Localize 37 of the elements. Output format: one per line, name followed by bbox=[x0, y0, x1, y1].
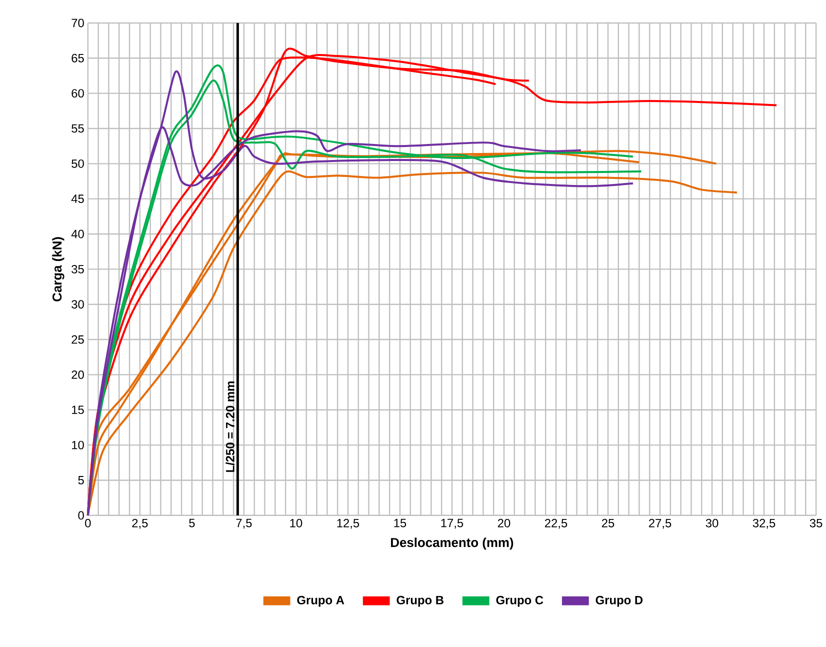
x-tick-label: 30 bbox=[706, 518, 718, 528]
x-tick-label: 32,5 bbox=[752, 518, 776, 529]
x-tick-label: 2,5 bbox=[132, 518, 148, 529]
legend-label: Grupo A bbox=[297, 596, 344, 607]
x-tick-label: 0 bbox=[85, 518, 91, 528]
y-tick-label: 5 bbox=[78, 476, 84, 484]
x-axis-title: Deslocamento (mm) bbox=[391, 537, 514, 550]
y-tick-label: 45 bbox=[71, 194, 84, 203]
legend-label: Grupo C bbox=[496, 596, 544, 607]
y-tick-label: 20 bbox=[72, 370, 84, 379]
x-tick-label: 27,5 bbox=[648, 518, 672, 529]
y-tick-label: 10 bbox=[72, 440, 84, 450]
x-tick-label: 15 bbox=[394, 518, 406, 528]
x-tick-label: 10 bbox=[290, 518, 302, 528]
legend-label: Grupo D bbox=[596, 596, 643, 607]
x-tick-label: 5 bbox=[189, 518, 195, 528]
y-tick-label: 50 bbox=[72, 159, 84, 168]
y-tick-label: 35 bbox=[72, 264, 84, 274]
legend-label: Grupo B bbox=[396, 596, 444, 607]
x-tick-label: 17,5 bbox=[441, 518, 464, 529]
x-tick-label: 12,5 bbox=[337, 518, 360, 529]
y-axis-title: Carga (kN) bbox=[52, 237, 64, 302]
x-tick-label: 20 bbox=[498, 518, 510, 528]
y-tick-label: 30 bbox=[72, 300, 84, 308]
y-tick-label: 60 bbox=[72, 88, 84, 98]
y-tick-label: 15 bbox=[72, 406, 84, 414]
y-tick-label: 65 bbox=[72, 54, 84, 62]
y-tick-label: 40 bbox=[71, 230, 84, 238]
x-tick-label: 22,5 bbox=[544, 518, 568, 529]
x-tick-label: 25 bbox=[602, 518, 614, 528]
y-tick-label: 55 bbox=[72, 124, 84, 133]
x-tick-label: 35 bbox=[810, 518, 822, 528]
y-tick-label: 25 bbox=[72, 335, 84, 344]
x-tick-label: 7,5 bbox=[236, 518, 252, 529]
y-tick-label: 70 bbox=[72, 18, 84, 28]
ref-line-label: L/250 = 7.20 mm bbox=[226, 381, 234, 472]
y-tick-label: 0 bbox=[78, 511, 84, 520]
